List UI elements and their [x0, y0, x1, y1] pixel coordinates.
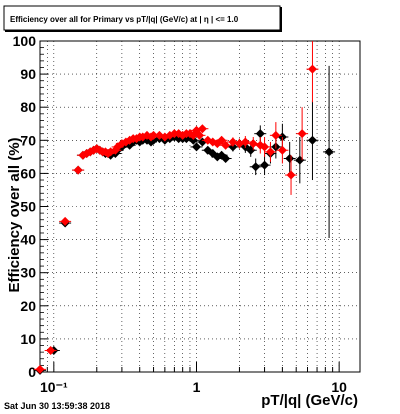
x-tick-label: 10	[331, 379, 347, 395]
data-point	[191, 142, 201, 152]
y-tick-label: 40	[20, 232, 36, 248]
data-point	[188, 135, 198, 145]
data-point	[221, 140, 231, 150]
data-point	[195, 130, 205, 140]
data-point	[46, 345, 56, 355]
data-point	[260, 142, 270, 152]
x-tick-label: 1	[193, 379, 201, 395]
data-point	[277, 145, 287, 155]
y-tick-label: 100	[13, 33, 37, 49]
title-box-frame	[3, 5, 281, 31]
x-axis-label: pT/|q| (GeV/c)	[261, 392, 358, 409]
data-point	[271, 130, 281, 140]
data-point	[73, 165, 83, 175]
data-point	[251, 162, 261, 172]
y-tick-label: 70	[20, 132, 36, 148]
data-point	[265, 147, 275, 157]
chart-title: Efficiency over all for Primary vs pT/|q…	[10, 15, 239, 24]
y-tick-label: 80	[20, 99, 36, 115]
title-box: Efficiency over all for Primary vs pT/|q…	[3, 5, 282, 32]
data-point	[248, 139, 258, 149]
data-point	[221, 154, 231, 164]
y-axis-label: Efficiency over all (%)	[6, 137, 23, 292]
y-tick-label: 30	[20, 265, 36, 281]
data-point	[260, 160, 270, 170]
data-series	[34, 41, 336, 375]
data-point	[324, 147, 334, 157]
data-point	[286, 170, 296, 180]
data-point	[228, 142, 238, 152]
y-tick-label: 90	[20, 66, 36, 82]
data-point	[307, 135, 317, 145]
data-point	[228, 137, 238, 147]
data-point	[285, 154, 295, 164]
data-point	[240, 137, 250, 147]
y-tick-label: 60	[20, 165, 36, 181]
y-tick-label: 50	[20, 199, 36, 215]
data-point	[255, 129, 265, 139]
data-point	[297, 129, 307, 139]
title-box-shadow-side	[280, 7, 282, 32]
data-point	[60, 216, 70, 226]
timestamp: Sat Jun 30 13:59:38 2018	[4, 401, 110, 411]
series-red	[34, 41, 319, 374]
data-point	[197, 124, 207, 134]
y-tick-label: 20	[20, 298, 36, 314]
data-point	[35, 364, 45, 374]
x-axis-ticks: 10⁻¹ 1 10	[39, 362, 347, 395]
y-axis-ticks: 0 10 20 30 40 50 60 70 80 90 100	[13, 33, 48, 380]
x-tick-label: 10⁻¹	[40, 379, 68, 395]
data-point	[307, 64, 317, 74]
y-tick-label: 0	[28, 364, 36, 380]
title-box-shadow	[5, 30, 281, 32]
y-tick-label: 10	[20, 331, 36, 347]
